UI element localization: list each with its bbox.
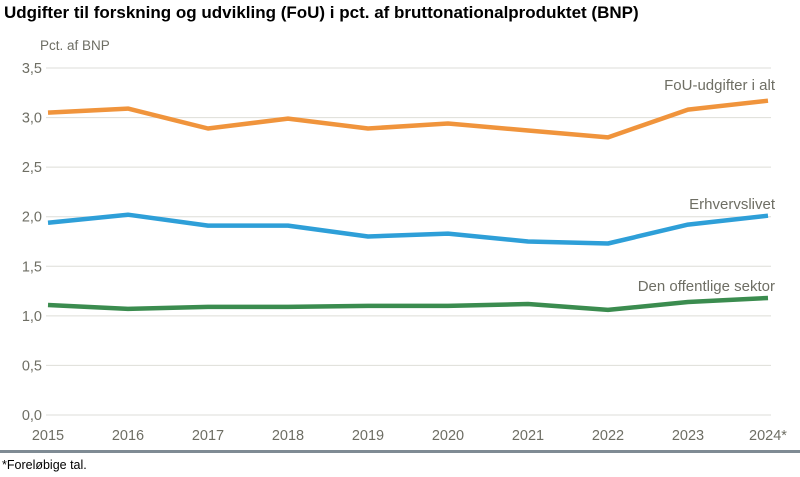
y-tick-label: 2,0 xyxy=(22,210,42,226)
series-label-erhvervslivet: Erhvervslivet xyxy=(689,196,775,213)
x-tick-label: 2018 xyxy=(272,428,304,444)
x-tick-label: 2022 xyxy=(592,428,624,444)
y-axis-unit-label: Pct. af BNP xyxy=(40,38,110,53)
y-tick-label: 2,5 xyxy=(22,160,42,176)
y-tick-label: 3,0 xyxy=(22,111,42,127)
y-tick-label: 3,5 xyxy=(22,61,42,77)
x-tick-label: 2021 xyxy=(512,428,544,444)
x-tick-label: 2019 xyxy=(352,428,384,444)
series-line-1 xyxy=(47,212,769,246)
series-label-fou-udgifter-i-alt: FoU-udgifter i alt xyxy=(664,77,775,94)
chart-title: Udgifter til forskning og udvikling (FoU… xyxy=(4,3,639,22)
x-tick-label: 2023 xyxy=(672,428,704,444)
y-tick-label: 1,0 xyxy=(22,309,42,325)
x-tick-label: 2016 xyxy=(112,428,144,444)
y-tick-label: 0,5 xyxy=(22,358,42,374)
x-tick-label: 2017 xyxy=(192,428,224,444)
x-tick-label: 2015 xyxy=(32,428,64,444)
series-label-den-offentlige-sektor: Den offentlige sektor xyxy=(637,278,775,295)
footer-divider-line xyxy=(0,450,800,453)
series-line-2 xyxy=(47,295,769,313)
series-line-0 xyxy=(47,98,769,140)
x-tick-label: 2020 xyxy=(432,428,464,444)
x-tick-label: 2024* xyxy=(749,428,787,444)
y-tick-label: 1,5 xyxy=(22,259,42,275)
y-tick-label: 0,0 xyxy=(22,408,42,424)
footnote-text: *Foreløbige tal. xyxy=(2,458,87,472)
